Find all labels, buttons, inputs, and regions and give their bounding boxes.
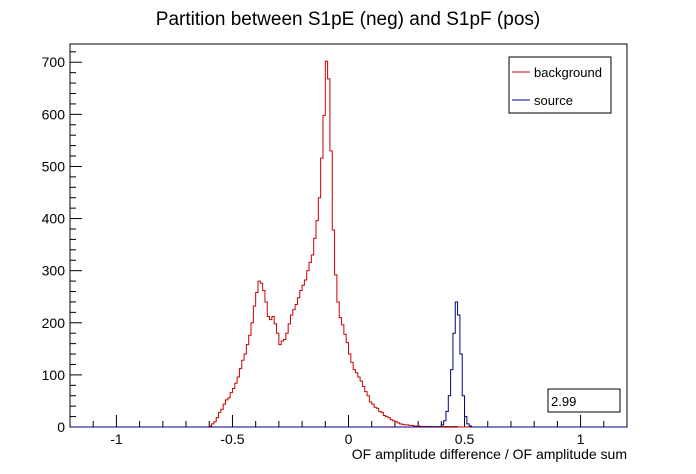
series-source-line xyxy=(70,301,627,428)
x-tick-label: -1 xyxy=(110,431,123,447)
x-tick-label: 0 xyxy=(345,431,353,447)
y-tick-label: 100 xyxy=(42,367,66,383)
legend-label-source: source xyxy=(534,93,573,108)
x-axis-title: OF amplitude difference / OF amplitude s… xyxy=(352,446,627,462)
chart-title: Partition between S1pE (neg) and S1pF (p… xyxy=(156,9,540,30)
y-tick-label: 200 xyxy=(42,315,66,331)
y-tick-label: 600 xyxy=(42,106,66,122)
x-tick-label: 1 xyxy=(577,431,585,447)
y-tick-label: 500 xyxy=(42,158,66,174)
legend: background source xyxy=(508,56,612,114)
y-axis: 0 100 200 300 400 500 600 700 xyxy=(42,51,82,435)
y-tick-label: 400 xyxy=(42,211,66,227)
y-tick-label: 300 xyxy=(42,263,66,279)
y-tick-label: 700 xyxy=(42,54,66,70)
y-tick-label: 0 xyxy=(57,419,65,435)
legend-label-background: background xyxy=(534,65,602,80)
series-layer xyxy=(70,60,627,428)
stat-box-frame xyxy=(547,388,621,413)
x-tick-label: -0.5 xyxy=(220,431,244,447)
stat-box-value: 2.99 xyxy=(551,394,576,409)
series-background-line xyxy=(70,60,627,428)
x-axis: -1 -0.5 0 0.5 1 xyxy=(69,415,628,447)
legend-frame xyxy=(508,56,612,114)
x-tick-label: 0.5 xyxy=(455,431,475,447)
stat-box: 2.99 xyxy=(547,388,621,413)
